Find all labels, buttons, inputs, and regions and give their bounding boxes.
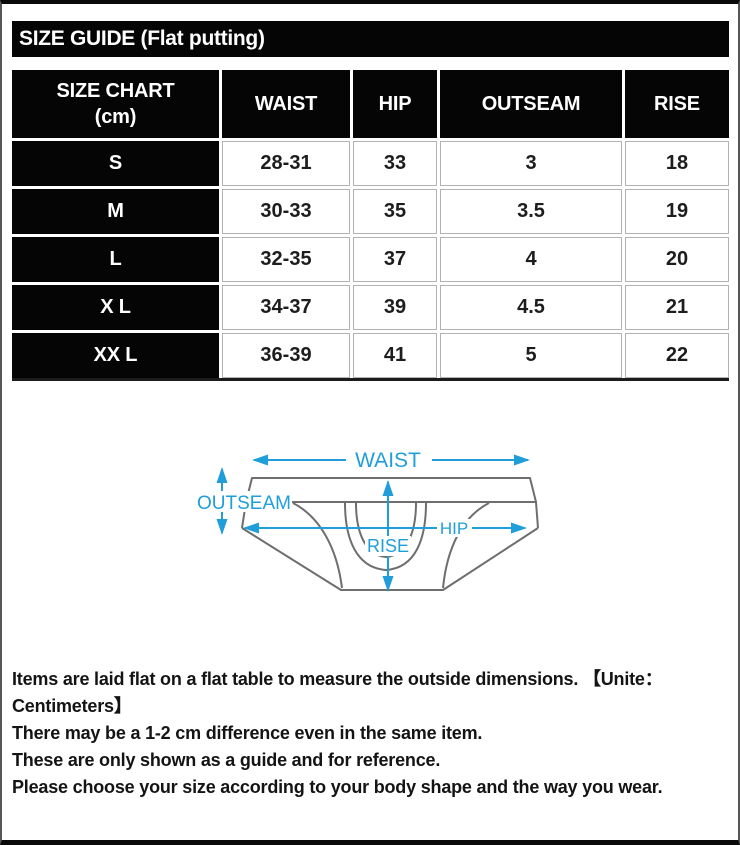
row-label-l: L <box>12 237 219 282</box>
table-cell: 34-37 <box>222 285 350 330</box>
pouch-inner-curve <box>355 502 417 558</box>
title-bar: SIZE GUIDE (Flat putting) <box>12 21 729 57</box>
pouch-outer-curve <box>344 502 427 571</box>
waist-label: WAIST <box>355 449 421 472</box>
size-table: SIZE CHART (cm) WAIST HIP OUTSEAM RISE S… <box>12 70 729 381</box>
row-label-xxl: XX L <box>12 333 219 378</box>
row-label-s: S <box>12 141 219 186</box>
table-cell: 21 <box>625 285 729 330</box>
measurement-diagram: WAIST OUTSEAM HIP RISE <box>196 449 539 592</box>
table-cell: 19 <box>625 189 729 234</box>
table-cell: 30-33 <box>222 189 350 234</box>
right-flank <box>535 501 539 529</box>
table-cell: 28-31 <box>222 141 350 186</box>
table-cell: 5 <box>440 333 622 378</box>
note-line: These are only shown as a guide and for … <box>12 750 441 770</box>
header-cell-waist: WAIST <box>222 70 350 138</box>
table-cell: 32-35 <box>222 237 350 282</box>
table-cell: 41 <box>353 333 437 378</box>
table-cell: 20 <box>625 237 729 282</box>
note-line: There may be a 1-2 cm difference even in… <box>12 723 483 743</box>
note-line: Please choose your size according to you… <box>12 777 663 797</box>
table-cell: 18 <box>625 141 729 186</box>
rise-label-mask <box>365 536 411 556</box>
rise-label: RISE <box>367 536 409 556</box>
table-cell: 3 <box>440 141 622 186</box>
outseam-label: OUTSEAM <box>197 493 291 514</box>
hip-label: HIP <box>440 519 468 538</box>
table-cell: 36-39 <box>222 333 350 378</box>
row-label-xl: X L <box>12 285 219 330</box>
table-cell: 4 <box>440 237 622 282</box>
header-cell-size-chart: SIZE CHART (cm) <box>12 70 219 138</box>
table-cell: 4.5 <box>440 285 622 330</box>
header-cell-outseam: OUTSEAM <box>440 70 622 138</box>
waist-label-mask <box>346 449 432 470</box>
page-title: SIZE GUIDE (Flat putting) <box>19 27 265 50</box>
table-cell: 33 <box>353 141 437 186</box>
hip-arrow <box>243 522 527 534</box>
header-cell-rise: RISE <box>625 70 729 138</box>
table-cell: 3.5 <box>440 189 622 234</box>
leg-bottom-outline <box>241 527 539 591</box>
notes-block: Items are laid flat on a flat table to m… <box>12 666 729 801</box>
header-size-chart-line2: (cm) <box>94 106 137 128</box>
hip-label-mask <box>437 519 472 537</box>
table-cell: 35 <box>353 189 437 234</box>
size-table-grid: SIZE CHART (cm) WAIST HIP OUTSEAM RISE S… <box>12 70 729 378</box>
outseam-label-mask <box>196 491 292 512</box>
note-line: Centimeters】 <box>12 696 132 716</box>
table-cell: 39 <box>353 285 437 330</box>
header-size-chart-line1: SIZE CHART <box>56 80 175 102</box>
left-leg-seam <box>292 502 343 589</box>
table-cell: 37 <box>353 237 437 282</box>
row-label-m: M <box>12 189 219 234</box>
header-cell-hip: HIP <box>353 70 437 138</box>
note-line: Items are laid flat on a flat table to m… <box>12 669 663 689</box>
table-cell: 22 <box>625 333 729 378</box>
